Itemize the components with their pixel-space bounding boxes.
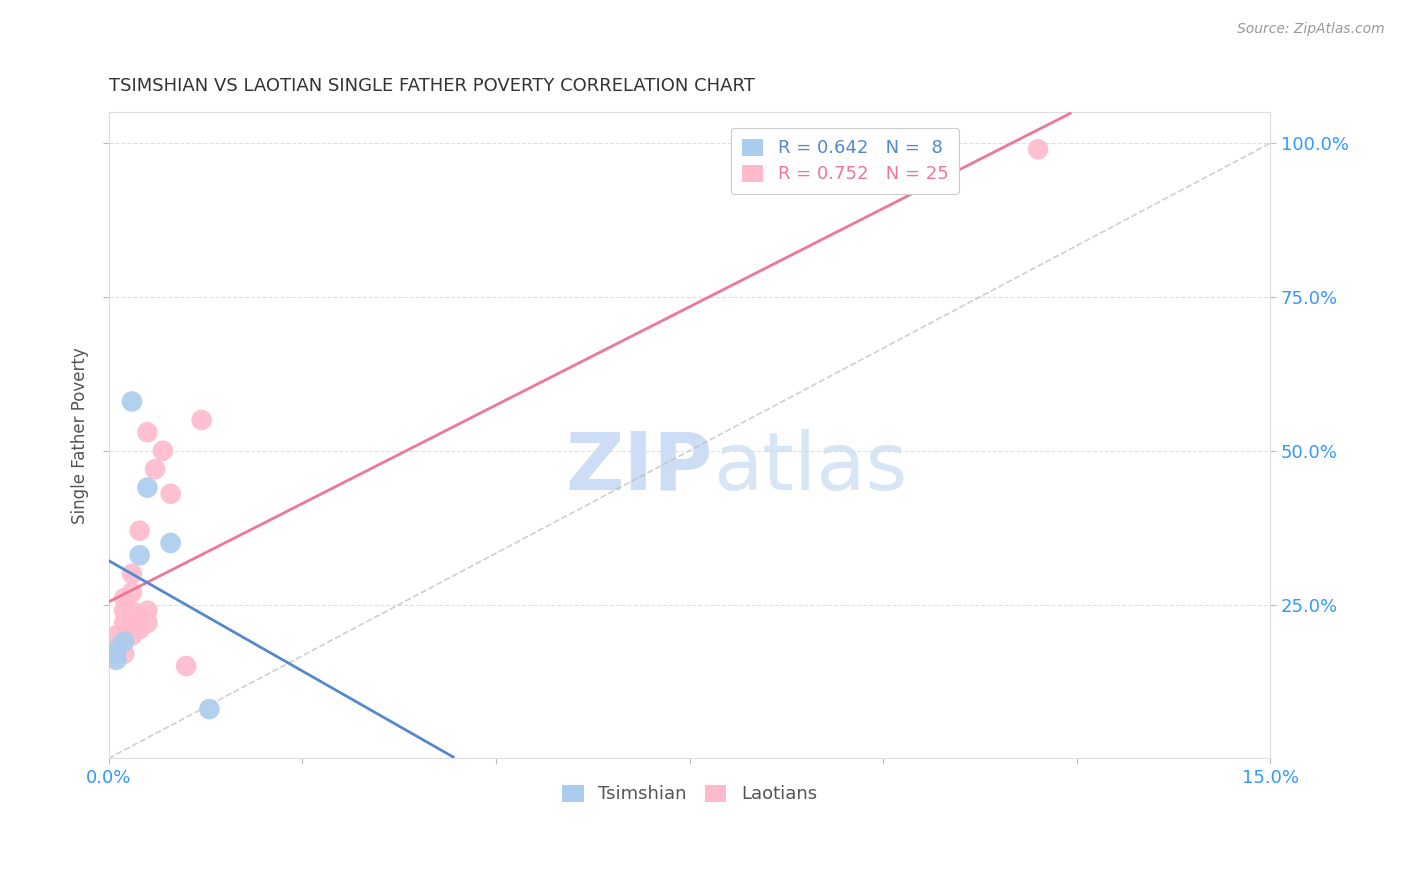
- Point: [105, 653, 128, 667]
- Point: [105, 640, 128, 655]
- Point: [121, 628, 143, 642]
- Text: TSIMSHIAN VS LAOTIAN SINGLE FATHER POVERTY CORRELATION CHART: TSIMSHIAN VS LAOTIAN SINGLE FATHER POVER…: [108, 78, 755, 95]
- Text: ZIP: ZIP: [565, 429, 713, 507]
- Point: [152, 443, 174, 458]
- Point: [121, 585, 143, 599]
- Point: [112, 634, 135, 648]
- Point: [112, 634, 135, 648]
- Point: [128, 549, 150, 563]
- Point: [112, 615, 135, 630]
- Point: [136, 425, 159, 440]
- Point: [190, 413, 212, 427]
- Point: [136, 604, 159, 618]
- Point: [121, 604, 143, 618]
- Point: [1026, 142, 1049, 156]
- Point: [105, 647, 128, 661]
- Point: [105, 628, 128, 642]
- Point: [198, 702, 221, 716]
- Point: [121, 394, 143, 409]
- Text: atlas: atlas: [713, 429, 907, 507]
- Point: [174, 659, 197, 673]
- Point: [159, 536, 181, 550]
- Point: [121, 615, 143, 630]
- Y-axis label: Single Father Poverty: Single Father Poverty: [72, 347, 89, 524]
- Point: [136, 615, 159, 630]
- Point: [128, 524, 150, 538]
- Point: [121, 566, 143, 581]
- Point: [112, 604, 135, 618]
- Point: [112, 591, 135, 606]
- Point: [143, 462, 166, 476]
- Point: [128, 622, 150, 636]
- Point: [105, 643, 128, 657]
- Point: [128, 610, 150, 624]
- Point: [112, 647, 135, 661]
- Point: [136, 481, 159, 495]
- Legend: Tsimshian, Laotians: Tsimshian, Laotians: [555, 778, 824, 811]
- Point: [159, 487, 181, 501]
- Text: Source: ZipAtlas.com: Source: ZipAtlas.com: [1237, 22, 1385, 37]
